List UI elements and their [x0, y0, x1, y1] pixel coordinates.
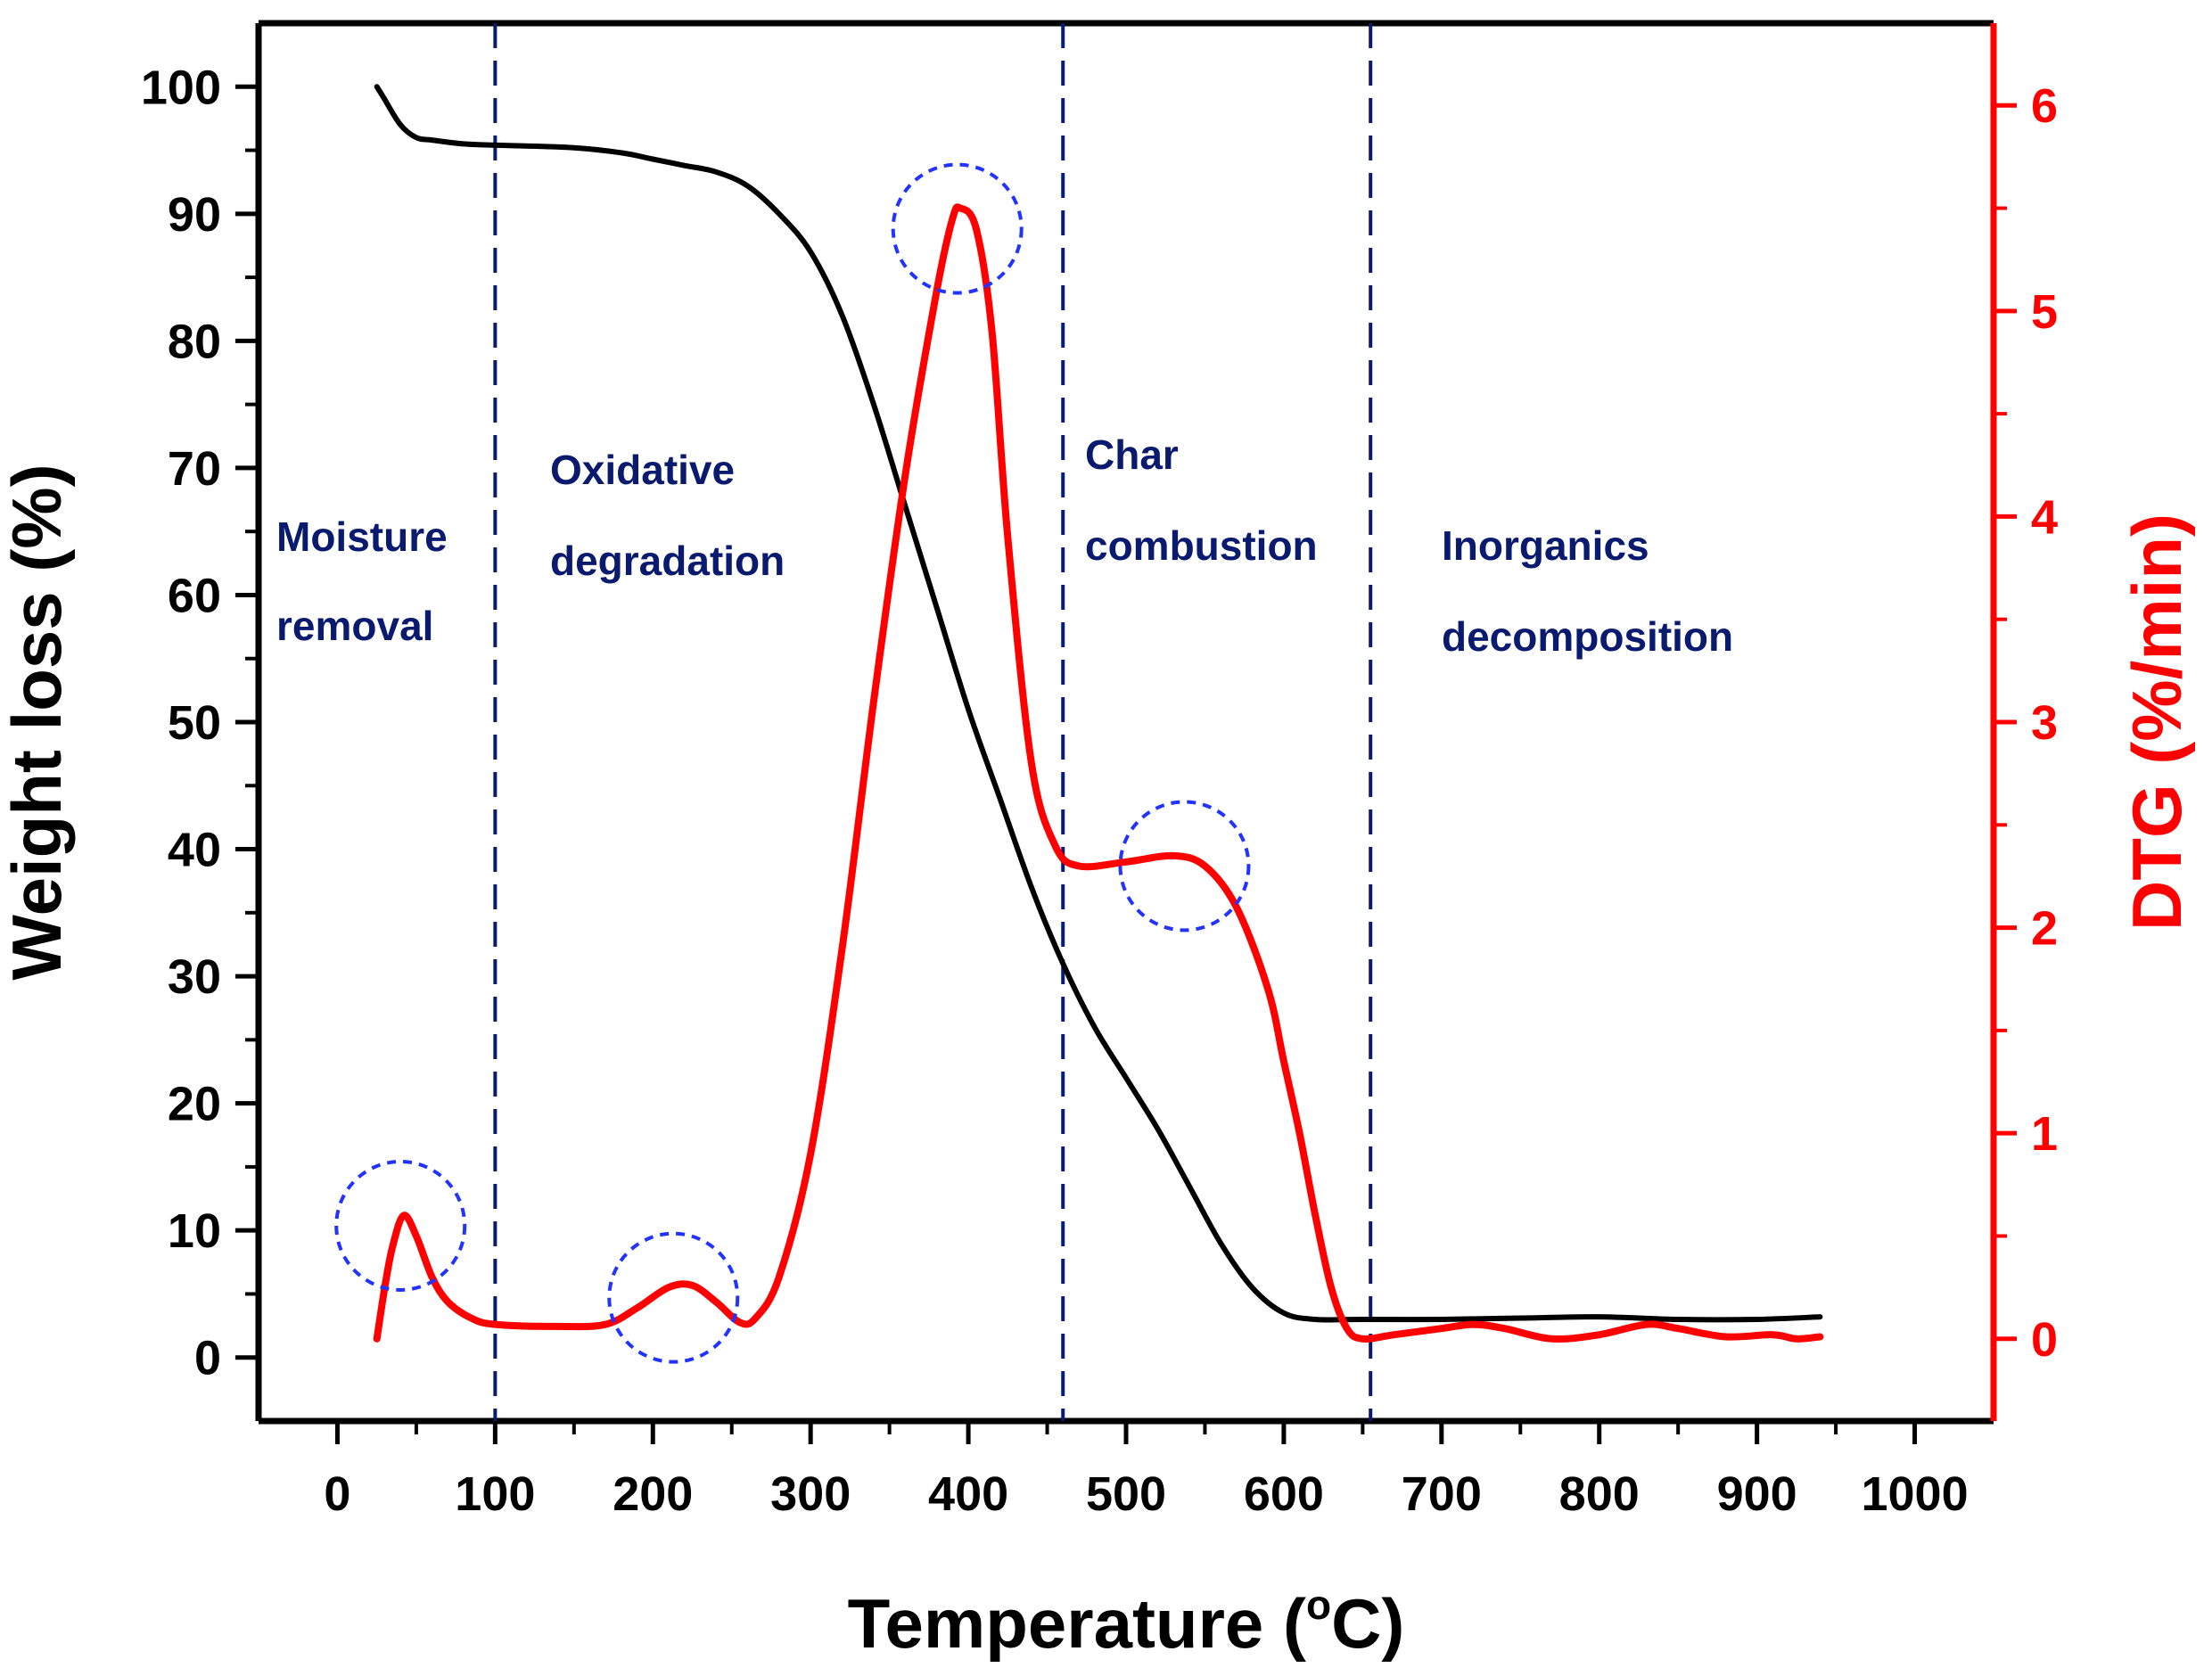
region-char-line2: combustion	[1085, 522, 1318, 569]
x-axis-title-unit: C)	[1331, 1584, 1404, 1663]
region-inorganics-line1: Inorganics	[1442, 522, 1649, 569]
axis-tick-labels: 0 100 200 300 400 500 600 700 800 900 100001020304…	[141, 61, 2058, 1521]
x-tick-label-100: 100	[455, 1467, 535, 1521]
highlight-circles	[334, 162, 1251, 1364]
y-right-axis-title: DTG (%/min)	[2117, 513, 2196, 931]
x-axis-title-degree: o	[1306, 1582, 1331, 1628]
y-left-tick-label-80: 80	[168, 315, 221, 368]
y-left-tick-label-100: 100	[141, 61, 221, 114]
dtg-curve	[373, 203, 1824, 1343]
highlight-circle-3	[891, 162, 1024, 295]
y-left-tick-label-10: 10	[168, 1204, 221, 1258]
x-tick-label-500: 500	[1086, 1467, 1166, 1521]
x-tick-label-400: 400	[928, 1467, 1008, 1521]
highlight-circle-4	[1118, 800, 1251, 932]
y-right-tick-label-6: 6	[2031, 79, 2058, 133]
data-series	[373, 84, 1824, 1343]
x-tick-label-300: 300	[770, 1467, 851, 1521]
weight-loss-curve	[374, 84, 1823, 1323]
x-tick-label-900: 900	[1717, 1467, 1797, 1521]
y-left-tick-label-50: 50	[168, 696, 221, 750]
x-tick-label-0: 0	[324, 1467, 350, 1521]
y-left-tick-label-60: 60	[168, 569, 221, 622]
y-left-tick-label-70: 70	[168, 442, 221, 496]
region-moisture-line1: Moisture	[276, 513, 448, 560]
x-tick-label-700: 700	[1402, 1467, 1482, 1521]
region-moisture-line2: removal	[276, 603, 433, 649]
region-dividers	[493, 23, 1373, 1421]
highlight-circle-2	[607, 1231, 740, 1364]
x-axis-title: Temperature (oC)	[848, 1582, 1405, 1663]
y-right-tick-label-3: 3	[2031, 696, 2058, 750]
region-oxidative-line2: degradation	[550, 538, 785, 584]
region-inorganics-line2: decomposition	[1442, 613, 1733, 660]
x-tick-label-200: 200	[613, 1467, 693, 1521]
y-right-tick-label-5: 5	[2031, 285, 2058, 339]
y-right-tick-label-0: 0	[2031, 1313, 2058, 1367]
y-right-tick-label-1: 1	[2031, 1107, 2058, 1161]
y-left-tick-label-30: 30	[168, 950, 221, 1004]
region-oxidative-line1: Oxidative	[550, 447, 735, 493]
y-left-tick-label-40: 40	[168, 824, 221, 877]
y-left-tick-label-90: 90	[168, 188, 221, 242]
y-left-axis-title: Weight loss (%)	[0, 464, 76, 980]
x-tick-label-1000: 1000	[1861, 1467, 1968, 1521]
x-tick-label-800: 800	[1559, 1467, 1640, 1521]
highlight-circle-1	[334, 1159, 467, 1292]
region-labels: Moisture removal Oxidative degradation C…	[276, 431, 1733, 660]
x-axis-title-main: Temperature (	[848, 1584, 1306, 1663]
y-left-tick-label-0: 0	[194, 1332, 221, 1385]
axis-ticks	[235, 84, 2017, 1444]
x-tick-label-600: 600	[1244, 1467, 1324, 1521]
y-left-tick-label-20: 20	[168, 1078, 221, 1131]
y-right-tick-label-4: 4	[2031, 490, 2058, 544]
region-char-line1: Char	[1085, 431, 1179, 478]
y-right-tick-label-2: 2	[2031, 902, 2058, 956]
